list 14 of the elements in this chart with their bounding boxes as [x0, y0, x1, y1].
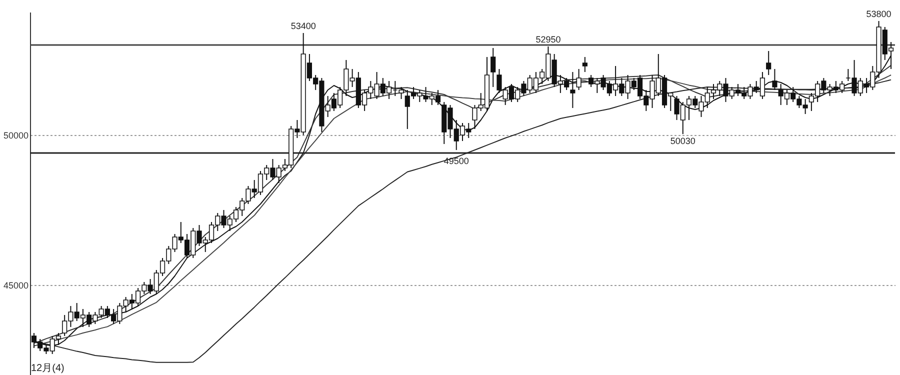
- annotation: 49500: [444, 156, 469, 166]
- candlestick: [490, 48, 496, 88]
- y-tick-label: 45000: [3, 280, 28, 290]
- candlestick: [766, 50, 772, 76]
- annotation: 53800: [866, 9, 892, 19]
- candlestick: [772, 68, 778, 90]
- annotation: 52950: [536, 34, 561, 44]
- candlestick: [582, 56, 588, 72]
- candlestick: [570, 72, 576, 108]
- annotation: 53400: [290, 21, 316, 31]
- candlestick: [576, 68, 582, 90]
- annotation: 50030: [670, 136, 696, 146]
- annotation: 12月(4): [31, 363, 64, 374]
- y-tick-label: 50000: [3, 130, 28, 140]
